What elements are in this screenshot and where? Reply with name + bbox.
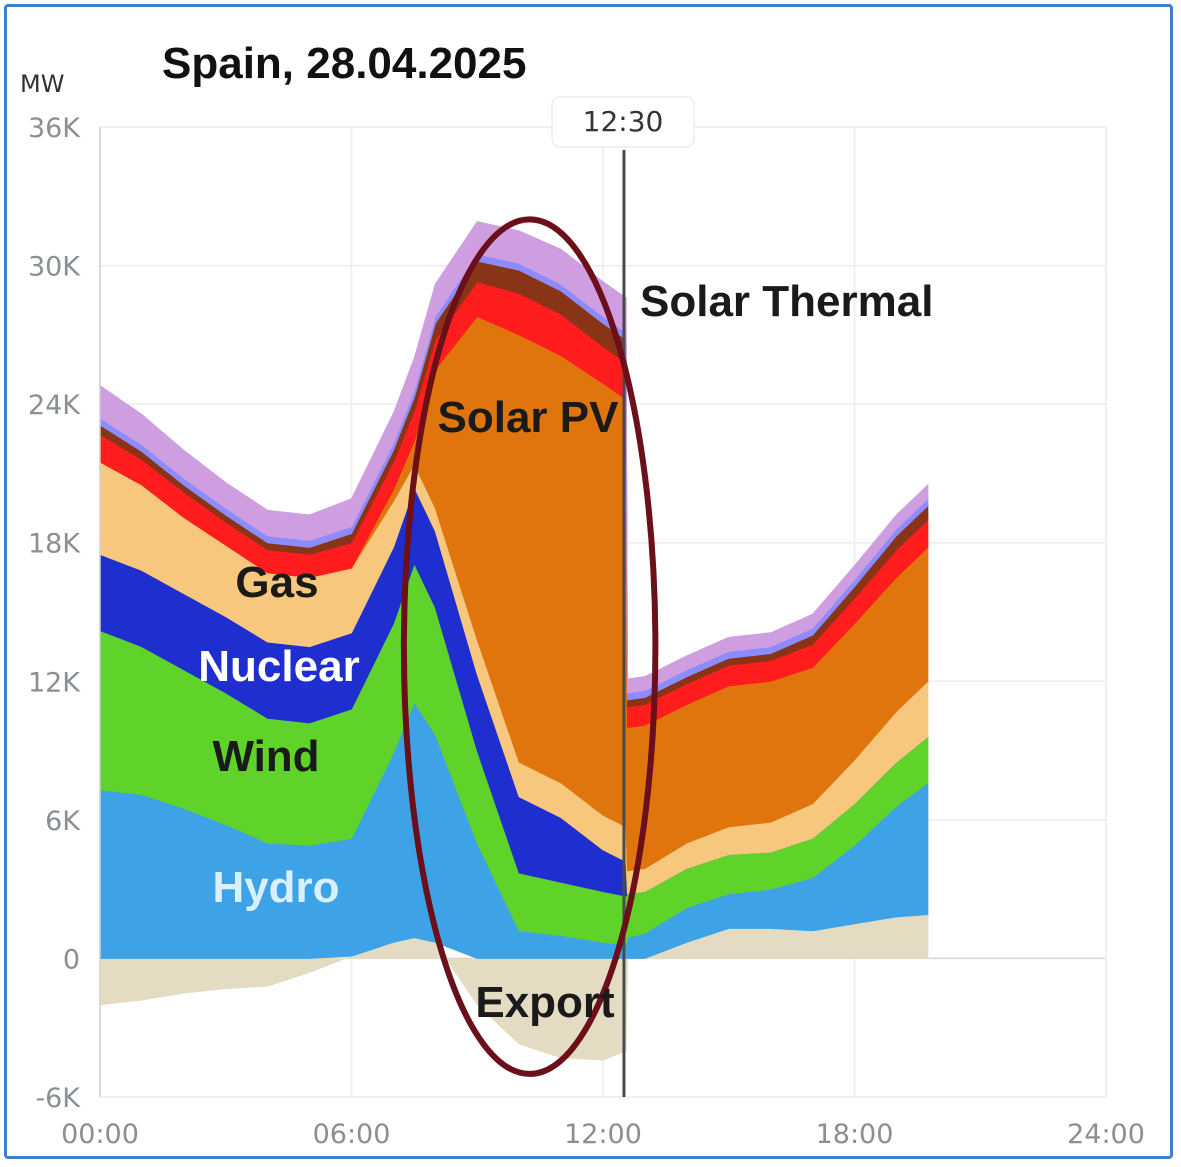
axes: -6K 0 6K 12K 18K 24K 30K 36K 00:00 06:00 12:00 18:0… — [28, 113, 1145, 1150]
y-tick-label: 18K — [28, 529, 81, 560]
x-tick-label: 12:00 — [564, 1119, 642, 1150]
annotations: Solar Thermal Solar PV Gas Nuclear Wind Hydro… — [198, 277, 933, 1027]
y-tick-label: 0 — [63, 944, 80, 975]
y-tick-label: 36K — [28, 113, 81, 144]
cursor-tooltip: 12:30 — [551, 96, 695, 148]
chart-title: Spain, 28.04.2025 — [162, 39, 526, 88]
label-export: Export — [475, 978, 615, 1027]
cursor-time-label: 12:30 — [583, 105, 664, 138]
area-series — [99, 221, 929, 1061]
y-axis-unit: MW — [20, 70, 64, 98]
label-solar-pv: Solar PV — [438, 393, 620, 442]
label-solar-thermal: Solar Thermal — [640, 277, 933, 326]
chart-frame — [4, 4, 1173, 1159]
y-tick-label: 12K — [28, 667, 81, 698]
x-tick-label: 24:00 — [1067, 1119, 1145, 1150]
x-tick-label: 18:00 — [816, 1119, 894, 1150]
y-tick-label: -6K — [35, 1083, 81, 1114]
highlight-ellipse — [400, 216, 659, 1077]
area-other-3 — [99, 221, 929, 694]
label-hydro: Hydro — [212, 863, 339, 912]
y-tick-label: 6K — [45, 806, 81, 837]
x-tick-label: 06:00 — [313, 1119, 391, 1150]
y-tick-label: 30K — [28, 252, 81, 283]
label-gas: Gas — [235, 558, 318, 607]
label-wind: Wind — [212, 732, 319, 781]
cursor-tooltip-box — [551, 96, 695, 148]
x-tick-label: 00:00 — [61, 1119, 139, 1150]
label-nuclear: Nuclear — [198, 642, 359, 691]
y-tick-label: 24K — [28, 390, 81, 421]
